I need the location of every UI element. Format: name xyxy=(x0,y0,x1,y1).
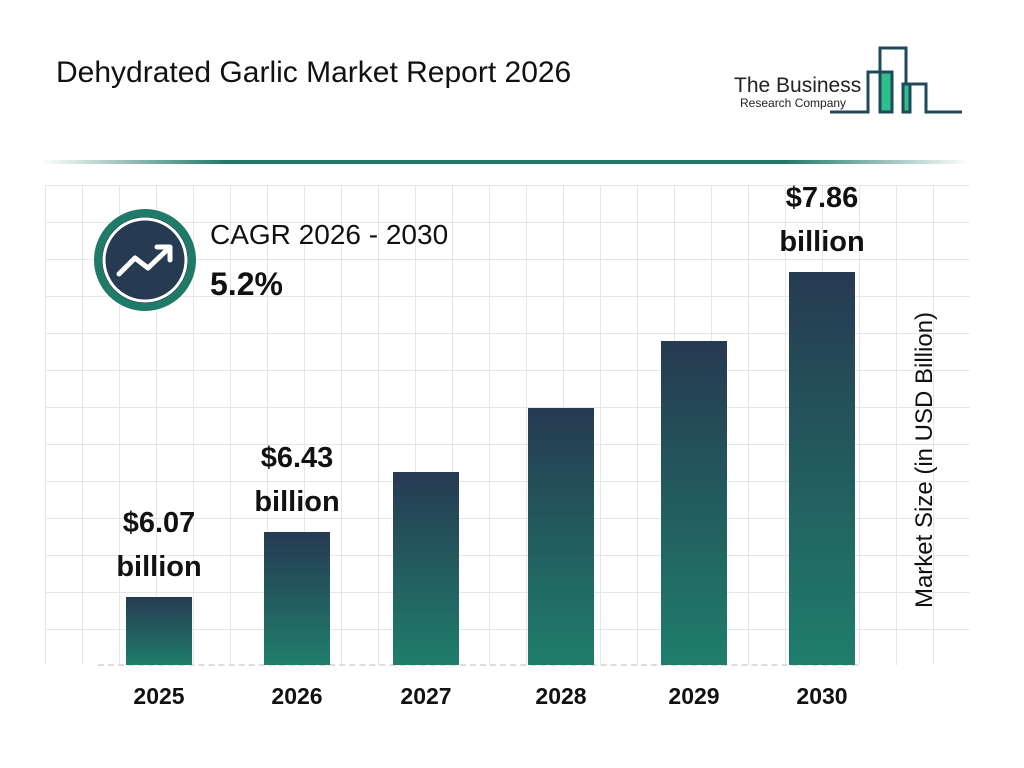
divider xyxy=(40,160,970,164)
bar-2026 xyxy=(264,531,330,665)
data-label-unit: billion xyxy=(254,485,340,518)
x-tick-label: 2026 xyxy=(271,683,323,709)
bar-2030 xyxy=(789,272,855,665)
logo-subtext: Research Company xyxy=(740,96,847,110)
bar-2029 xyxy=(661,341,727,665)
x-tick-label: 2030 xyxy=(796,683,848,709)
cagr-value: 5.2% xyxy=(210,266,283,302)
data-label: $6.43 billion xyxy=(227,436,367,524)
bar-2027 xyxy=(393,471,459,665)
data-label-value: $7.86 xyxy=(785,182,859,215)
data-label: $7.86 billion xyxy=(752,176,892,264)
cagr-label: CAGR 2026 - 2030 xyxy=(210,219,449,250)
x-axis-baseline xyxy=(98,664,858,666)
logo-text: The Business xyxy=(734,74,862,97)
trending-up-icon xyxy=(93,208,197,312)
y-axis-label: Market Size (in USD Billion) xyxy=(911,311,938,609)
x-tick-label: 2028 xyxy=(535,683,587,709)
data-label-unit: billion xyxy=(779,226,865,259)
bar-2025 xyxy=(126,597,192,665)
page-title: Dehydrated Garlic Market Report 2026 xyxy=(56,56,572,89)
logo-buildings-icon xyxy=(830,46,962,114)
data-label-value: $6.43 xyxy=(260,441,334,474)
x-tick-label: 2025 xyxy=(133,683,185,709)
company-logo: The Business Research Company xyxy=(730,44,970,116)
bar-2028 xyxy=(528,408,594,665)
x-tick-label: 2029 xyxy=(668,683,720,709)
data-label: $6.07 billion xyxy=(89,501,229,589)
data-label-unit: billion xyxy=(116,551,202,584)
x-tick-label: 2027 xyxy=(400,683,452,709)
data-label-value: $6.07 xyxy=(122,507,196,540)
